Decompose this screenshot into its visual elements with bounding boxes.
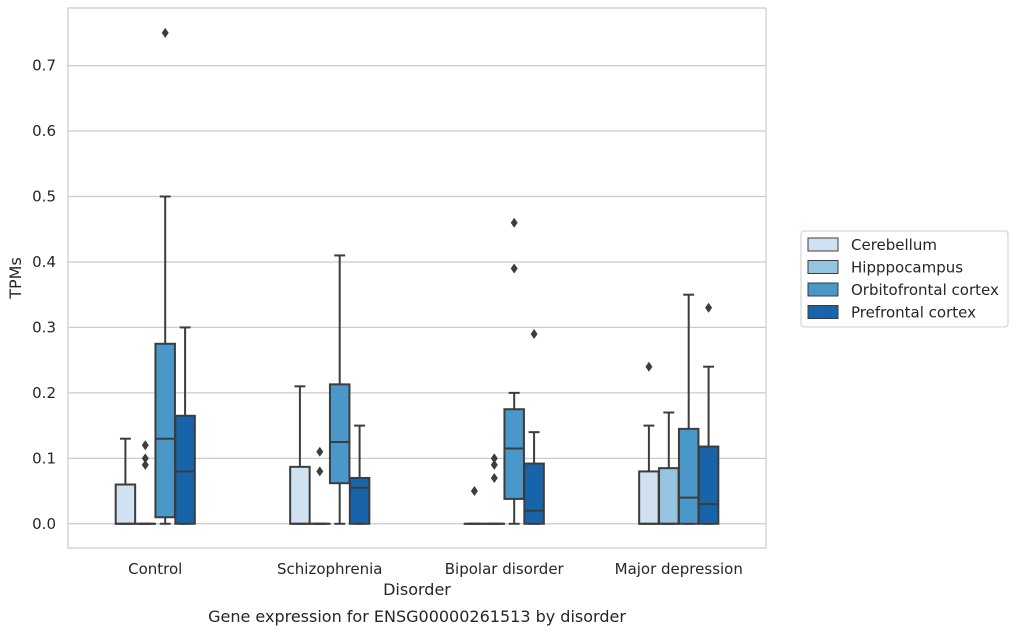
box-group: [483, 453, 506, 525]
box-group: [523, 328, 545, 525]
outlier-point: [161, 27, 169, 38]
box-iqr: [114, 483, 137, 525]
legend-swatch: [807, 305, 839, 319]
y-tick-label: 0.6: [32, 122, 56, 140]
legend-frame: [800, 230, 1009, 328]
outlier-point: [645, 361, 653, 372]
plot-frame: [67, 7, 767, 549]
x-tick-labels: Control Schizophrenia Bipolar disorder Majo…: [128, 560, 743, 578]
box-group: [309, 446, 331, 525]
outlier-point: [490, 453, 498, 464]
outlier-point: [705, 302, 713, 313]
x-tick-label: Bipolar disorder: [445, 560, 565, 578]
y-tick-label: 0.2: [32, 384, 56, 402]
box-group: [348, 424, 371, 525]
box-group: [289, 385, 311, 525]
box-group: [174, 326, 196, 525]
legend-swatch: [807, 260, 839, 274]
legend: Cerebellum Hipppocampus Orbitofrontal cort…: [800, 230, 1009, 328]
legend-entries: Cerebellum Hipppocampus Orbitofrontal cort…: [807, 236, 999, 322]
outlier-point: [490, 459, 498, 470]
y-tick-labels: 0.0 0.1 0.2 0.3 0.4 0.5 0.6 0.7: [32, 57, 56, 533]
legend-label: Cerebellum: [851, 236, 937, 254]
x-axis-label: Disorder: [383, 580, 451, 599]
outlier-point: [316, 466, 324, 477]
box-iqr: [677, 427, 700, 525]
y-tick-label: 0.7: [32, 57, 56, 75]
outlier-point: [490, 472, 498, 483]
box-group: [697, 302, 720, 525]
x-tick-label: Major depression: [615, 560, 743, 578]
outlier-point: [510, 263, 518, 274]
box-iqr: [658, 467, 680, 525]
box-iqr: [503, 408, 525, 500]
box-group: [503, 217, 525, 525]
box-group: [134, 440, 157, 525]
x-tick-label: Control: [128, 560, 182, 578]
outlier-point: [141, 459, 149, 470]
legend-label: Prefrontal cortex: [851, 304, 976, 322]
legend-label: Orbitofrontal cortex: [851, 281, 999, 299]
box-iqr: [289, 465, 311, 525]
outlier-point: [470, 486, 478, 497]
outlier-point: [141, 453, 149, 464]
x-tick-label: Schizophrenia: [277, 560, 382, 578]
y-tick-label: 0.4: [32, 253, 56, 271]
y-tick-label: 0.3: [32, 318, 56, 336]
box-iqr: [348, 476, 371, 525]
y-axis-label: TPMs: [6, 257, 25, 300]
box-group: [114, 437, 137, 525]
outlier-point: [530, 328, 538, 339]
y-tick-label: 0.5: [32, 188, 56, 206]
y-tick-label: 0.0: [32, 515, 56, 533]
box-iqr: [154, 342, 176, 519]
box-iqr: [638, 470, 660, 525]
box-marks: [114, 27, 720, 525]
box-group: [328, 254, 351, 525]
box-iqr: [328, 383, 351, 485]
box-group: [463, 486, 486, 525]
outlier-point: [141, 440, 149, 451]
outlier-point: [510, 217, 518, 228]
box-iqr: [174, 414, 196, 525]
outlier-point: [316, 446, 324, 457]
legend-label: Hipppocampus: [851, 259, 963, 277]
box-iqr: [523, 462, 545, 525]
box-group: [154, 27, 176, 525]
box-group: [677, 293, 700, 525]
legend-swatch: [807, 282, 839, 297]
y-tick-label: 0.1: [32, 449, 56, 467]
box-iqr: [697, 445, 720, 525]
chart-caption: Gene expression for ENSG00000261513 by d…: [208, 607, 626, 626]
legend-swatch: [807, 237, 839, 252]
